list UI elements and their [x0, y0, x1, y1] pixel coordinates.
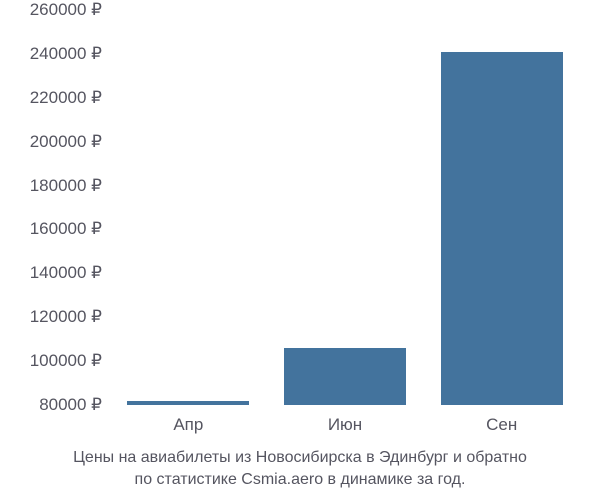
price-chart: 80000 ₽ 100000 ₽ 120000 ₽ 140000 ₽ 160000 ₽ 1…	[0, 0, 600, 500]
caption-line-1: Цены на авиабилеты из Новосибирска в Эди…	[73, 449, 527, 466]
x-tick-label: Июн	[328, 415, 362, 435]
y-tick-label: 220000 ₽	[30, 88, 102, 108]
x-tick-label: Сен	[486, 415, 517, 435]
y-tick-label: 120000 ₽	[30, 307, 102, 327]
y-tick-label: 100000 ₽	[30, 351, 102, 371]
bar	[441, 52, 563, 405]
y-tick-label: 180000 ₽	[30, 176, 102, 196]
chart-caption: Цены на авиабилеты из Новосибирска в Эди…	[0, 447, 600, 490]
plot-area	[110, 10, 580, 405]
bar	[127, 401, 249, 405]
x-axis: Апр Июн Сен	[110, 415, 580, 440]
y-tick-label: 80000 ₽	[39, 395, 102, 415]
bar	[284, 348, 406, 405]
x-tick-label: Апр	[173, 415, 203, 435]
y-tick-label: 240000 ₽	[30, 44, 102, 64]
y-tick-label: 140000 ₽	[30, 263, 102, 283]
y-tick-label: 200000 ₽	[30, 132, 102, 152]
y-tick-label: 260000 ₽	[30, 0, 102, 20]
caption-line-2: по статистике Csmia.aero в динамике за г…	[135, 471, 466, 488]
y-tick-label: 160000 ₽	[30, 219, 102, 239]
